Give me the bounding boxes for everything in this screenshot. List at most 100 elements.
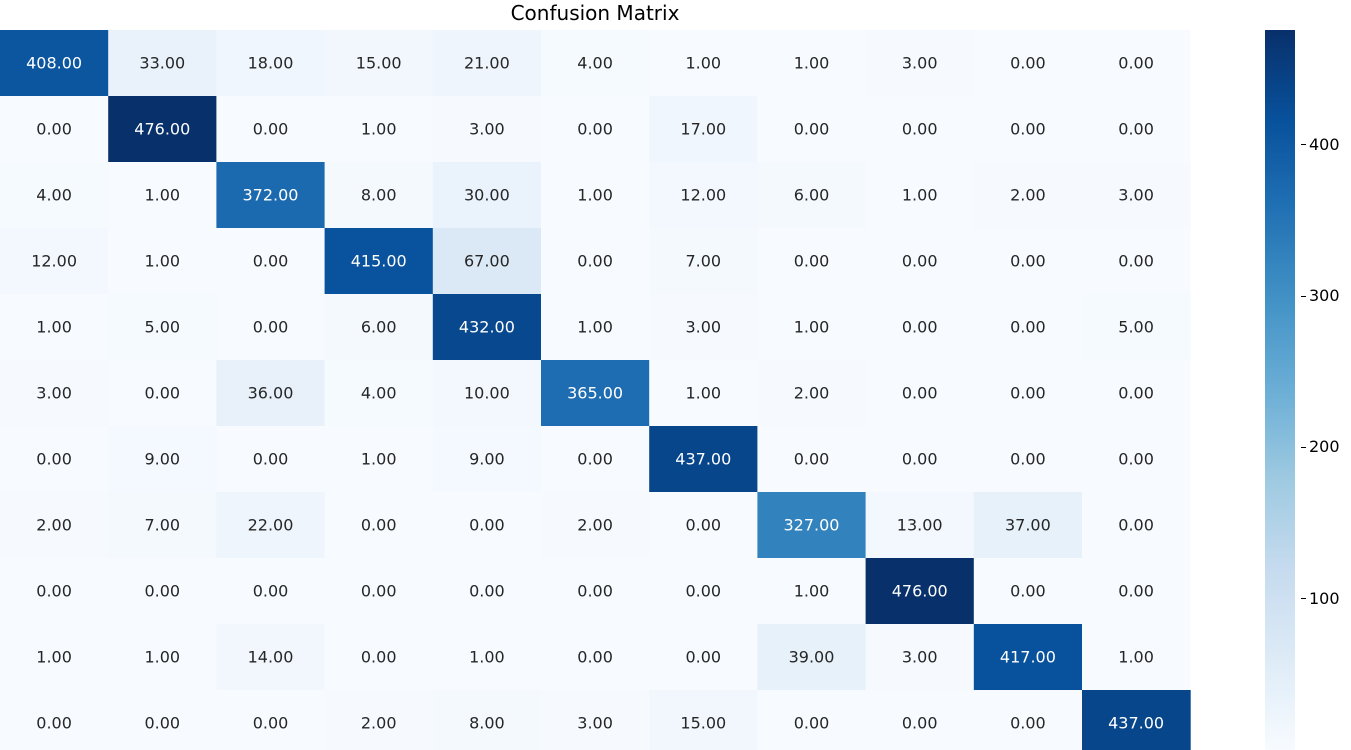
cell-value-label: 17.00 [680,120,726,139]
cell-value-label: 67.00 [464,252,510,271]
cell-value-label: 3.00 [902,54,938,73]
cell-value-label: 432.00 [459,318,515,337]
cell-value-label: 365.00 [567,384,623,403]
cell-value-label: 0.00 [36,714,72,733]
heatmap-cell [973,228,1083,295]
heatmap-cell [1082,426,1191,493]
cell-value-label: 2.00 [361,714,397,733]
heatmap-cell [757,96,867,163]
cell-value-label: 0.00 [253,714,289,733]
cell-value-label: 0.00 [902,252,938,271]
cell-value-label: 4.00 [577,54,613,73]
heatmap-cell [649,426,758,493]
heatmap-cell [865,294,975,361]
cell-value-label: 437.00 [1108,714,1164,733]
cell-value-label: 5.00 [144,318,180,337]
cell-value-label: 0.00 [1118,54,1154,73]
heatmap-cell [541,294,650,361]
colorbar-gradient [1265,30,1295,750]
heatmap-cell [108,690,217,750]
cell-value-label: 1.00 [469,648,505,667]
cell-value-label: 0.00 [1010,318,1046,337]
heatmap-cell [541,426,650,493]
cell-value-label: 476.00 [892,582,948,601]
cell-value-label: 1.00 [685,54,721,73]
cell-value-label: 1.00 [794,582,830,601]
heatmap-cell [865,558,975,625]
cell-value-label: 37.00 [1005,516,1051,535]
cell-value-label: 0.00 [253,120,289,139]
heatmap-cell [973,426,1083,493]
cell-value-label: 2.00 [36,516,72,535]
heatmap-cell [757,30,867,97]
heatmap-cell [757,294,867,361]
heatmap-cell [0,360,109,427]
colorbar-tick-mark [1301,295,1306,297]
cell-value-label: 3.00 [685,318,721,337]
cell-value-label: 10.00 [464,384,510,403]
cell-value-label: 1.00 [36,648,72,667]
cell-value-label: 1.00 [794,318,830,337]
cell-value-label: 2.00 [794,384,830,403]
cell-value-label: 1.00 [577,318,613,337]
heatmap-cell [649,228,758,295]
heatmap-cell [973,96,1083,163]
cell-value-label: 1.00 [361,120,397,139]
heatmap-cell [757,162,867,229]
heatmap-cell [1082,96,1191,163]
cell-value-label: 417.00 [1000,648,1056,667]
heatmap-cell [432,360,542,427]
cell-value-label: 1.00 [144,648,180,667]
heatmap-cell [757,624,867,691]
heatmap-cell [973,624,1083,691]
cell-value-label: 36.00 [248,384,294,403]
heatmap-cell [649,360,758,427]
heatmap-cell [1082,30,1191,97]
cell-value-label: 0.00 [1010,252,1046,271]
cell-value-label: 3.00 [36,384,72,403]
heatmap-cell [865,162,975,229]
cell-value-label: 1.00 [144,186,180,205]
cell-value-label: 3.00 [902,648,938,667]
cell-value-label: 3.00 [577,714,613,733]
cell-value-label: 1.00 [577,186,613,205]
heatmap-cell [0,492,109,559]
cell-value-label: 0.00 [361,648,397,667]
heatmap-cell [108,162,217,229]
heatmap-cell [541,492,650,559]
heatmap-cell [649,294,758,361]
heatmap-cell [541,96,650,163]
cell-value-label: 7.00 [144,516,180,535]
heatmap-cell [324,360,434,427]
heatmap-cell [649,690,758,750]
heatmap-cell [108,624,217,691]
cell-value-label: 8.00 [469,714,505,733]
heatmap-cell [216,690,326,750]
heatmap-cell [865,624,975,691]
heatmap-cell [649,96,758,163]
cell-value-label: 0.00 [1010,384,1046,403]
cell-value-label: 0.00 [36,450,72,469]
heatmap-cell [757,492,867,559]
cell-value-label: 0.00 [902,318,938,337]
cell-value-label: 18.00 [248,54,294,73]
cell-value-label: 0.00 [577,450,613,469]
cell-value-label: 0.00 [794,714,830,733]
cell-value-label: 372.00 [243,186,299,205]
heatmap-cell [865,426,975,493]
cell-value-label: 0.00 [361,582,397,601]
cell-value-label: 9.00 [469,450,505,469]
colorbar [1265,30,1295,750]
heatmap: 408.00 33.00 18.00 15.00 21.00 4.00 1.00 1.00 3.… [0,30,1191,750]
heatmap-cell [0,30,109,97]
heatmap-cell [108,294,217,361]
heatmap-cell [757,228,867,295]
heatmap-cell [324,228,434,295]
heatmap-cell [541,162,650,229]
cell-value-label: 1.00 [36,318,72,337]
heatmap-cell [216,96,326,163]
heatmap-cell [649,30,758,97]
heatmap-cell [1082,162,1191,229]
cell-value-label: 476.00 [134,120,190,139]
heatmap-cell [324,294,434,361]
